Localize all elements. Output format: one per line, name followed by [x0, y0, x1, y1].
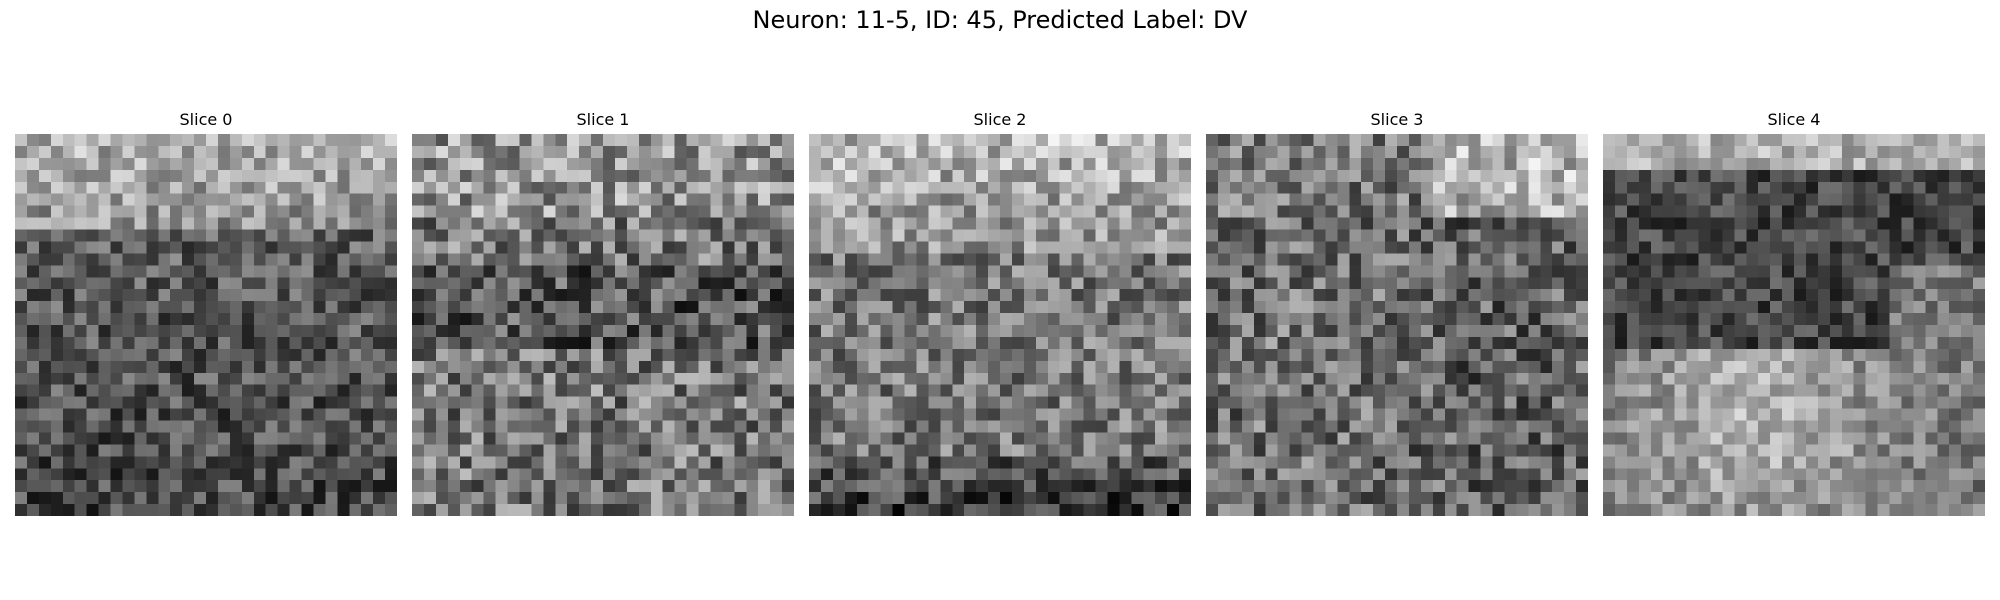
figure-title: Neuron: 11-5, ID: 45, Predicted Label: D…: [752, 6, 1248, 34]
slice-title-2: Slice 2: [973, 110, 1027, 129]
slice-panel-0: Slice 0: [15, 108, 397, 516]
slice-panel-1: Slice 1: [412, 108, 794, 516]
slice-image-2: [809, 134, 1191, 516]
slice-image-3: [1206, 134, 1588, 516]
slice-title-1: Slice 1: [576, 110, 630, 129]
slice-panel-3: Slice 3: [1206, 108, 1588, 516]
slice-title-4: Slice 4: [1767, 110, 1821, 129]
slice-image-1: [412, 134, 794, 516]
slice-image-4: [1603, 134, 1985, 516]
slice-image-0: [15, 134, 397, 516]
slice-panel-2: Slice 2: [809, 108, 1191, 516]
slice-title-0: Slice 0: [179, 110, 233, 129]
slice-panel-4: Slice 4: [1603, 108, 1985, 516]
slice-title-3: Slice 3: [1370, 110, 1424, 129]
